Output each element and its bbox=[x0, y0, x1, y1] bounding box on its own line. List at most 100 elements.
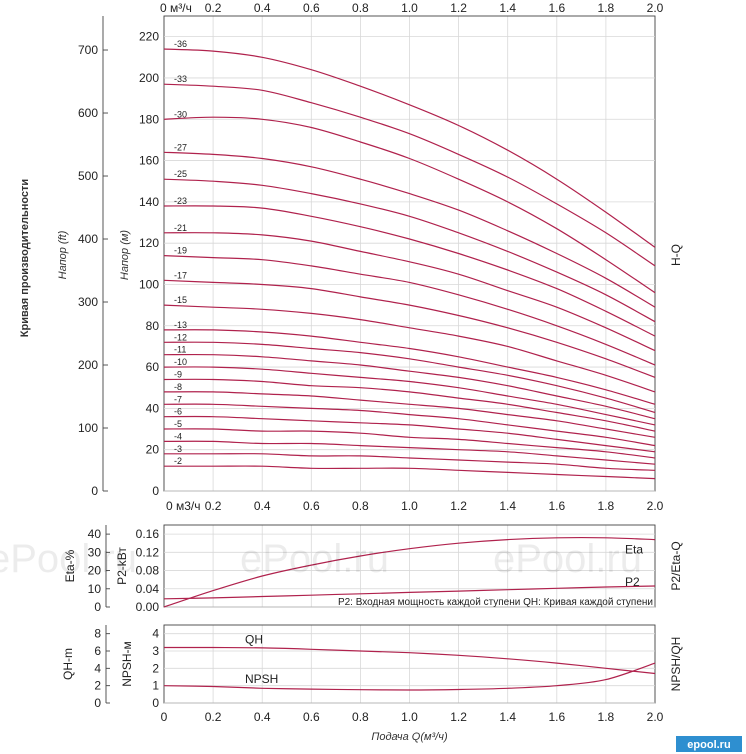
hq-ft-tick-label: 400 bbox=[78, 232, 98, 246]
qh-y-tick-label: 4 bbox=[94, 661, 101, 675]
hq-ft-tick-label: 100 bbox=[78, 421, 98, 435]
hq-ft-tick-label: 600 bbox=[78, 106, 98, 120]
hq-curve bbox=[163, 279, 656, 378]
npsh-series-label: QH bbox=[245, 632, 263, 646]
hq-bottom-x-tick-label: 0.6 bbox=[303, 499, 320, 513]
eta-y-tick-label: 40 bbox=[88, 527, 102, 541]
hq-y-tick-label: 40 bbox=[146, 401, 160, 415]
hq-curve-label: -17 bbox=[174, 270, 187, 280]
performance-curve-title: Кривая производительности bbox=[19, 179, 31, 337]
hq-curve-label: -25 bbox=[174, 169, 187, 179]
qh-axis-title: QH-m bbox=[61, 648, 75, 680]
npsh-curve bbox=[163, 662, 656, 691]
npsh-x-tick-label: 0.4 bbox=[254, 710, 271, 724]
curves-layer bbox=[163, 48, 656, 691]
eta-curve bbox=[163, 536, 656, 608]
eta-axis-title: Eta-% bbox=[63, 549, 77, 582]
hq-top-x-tick-label: 0.6 bbox=[303, 1, 320, 15]
hq-curve bbox=[163, 178, 656, 323]
eta-y-tick-label: 10 bbox=[88, 582, 102, 596]
hq-curve-label: -23 bbox=[174, 196, 187, 206]
npsh-x-tick-label: 0.8 bbox=[352, 710, 369, 724]
p2-y-tick-label: 0.08 bbox=[136, 564, 160, 578]
hq-curve-label: -11 bbox=[174, 345, 186, 355]
eta-series-label: Eta bbox=[625, 543, 643, 557]
npsh-x-tick-label: 1.8 bbox=[598, 710, 615, 724]
npsh-y-tick-label: 4 bbox=[152, 627, 159, 641]
hq-ft-tick-label: 700 bbox=[78, 43, 98, 57]
npsh-y-tick-label: 2 bbox=[152, 661, 159, 675]
npsh-x-tick-label: 0 bbox=[161, 710, 168, 724]
hq-curve-label: -33 bbox=[174, 74, 187, 84]
hq-bottom-zero-label: 0 м3/ч bbox=[166, 499, 201, 513]
watermark-logo-text: epool.ru bbox=[687, 739, 730, 751]
hq-bottom-x-tick-label: 1.2 bbox=[450, 499, 467, 513]
hq-bottom-x-tick-label: 2.0 bbox=[647, 499, 664, 513]
npsh-curve bbox=[163, 646, 656, 675]
hq-y-tick-label: 0 bbox=[152, 484, 159, 498]
hq-top-zero-label: 0 м³/ч bbox=[160, 1, 192, 15]
eta-note: P2: Входная мощность каждой ступени QH: … bbox=[338, 597, 653, 608]
p2-y-tick-label: 0.12 bbox=[136, 545, 160, 559]
hq-curve-label: -19 bbox=[174, 246, 187, 256]
hq-top-x-tick-label: 0.4 bbox=[254, 1, 271, 15]
hq-curve bbox=[163, 378, 656, 432]
hq-curve-label: -15 bbox=[174, 295, 187, 305]
hq-y-tick-label: 80 bbox=[146, 319, 160, 333]
watermark-text: ePool.ru bbox=[240, 537, 389, 581]
hq-curve-label: -6 bbox=[174, 407, 182, 417]
hq-y-tick-label: 220 bbox=[139, 30, 159, 44]
eta-y-tick-label: 0 bbox=[94, 600, 101, 614]
qh-y-tick-label: 8 bbox=[94, 627, 101, 641]
hq-curve-label: -7 bbox=[174, 394, 182, 404]
eta-y-tick-label: 20 bbox=[88, 564, 102, 578]
hq-curve-label: -36 bbox=[174, 39, 187, 49]
eta-series-label: P2 bbox=[625, 575, 640, 589]
hq-ft-tick-label: 0 bbox=[91, 484, 98, 498]
hq-bottom-x-tick-label: 0.2 bbox=[205, 499, 222, 513]
hq-top-x-tick-label: 1.0 bbox=[401, 1, 418, 15]
npsh-x-tick-label: 1.6 bbox=[548, 710, 565, 724]
npsh-series-label: NPSH bbox=[245, 672, 278, 686]
hq-top-x-tick-label: 1.6 bbox=[548, 1, 565, 15]
hq-curve-label: -4 bbox=[174, 431, 182, 441]
hq-y-tick-label: 200 bbox=[139, 71, 159, 85]
hq-curve-label: -30 bbox=[174, 109, 187, 119]
hq-curve-label: -9 bbox=[174, 369, 182, 379]
npsh-x-tick-label: 0.2 bbox=[205, 710, 222, 724]
npsh-y-tick-label: 1 bbox=[152, 679, 159, 693]
hq-curve bbox=[163, 329, 656, 405]
hq-curve bbox=[163, 48, 656, 248]
hq-ft-tick-label: 300 bbox=[78, 295, 98, 309]
hq-ft-tick-label: 500 bbox=[78, 169, 98, 183]
hq-top-x-tick-label: 0.2 bbox=[205, 1, 222, 15]
hq-y-tick-label: 120 bbox=[139, 236, 159, 250]
grid-layer bbox=[102, 15, 656, 704]
hq-bottom-x-tick-label: 1.0 bbox=[401, 499, 418, 513]
hq-curve bbox=[163, 341, 656, 414]
watermark-text: ePool.ru bbox=[0, 537, 137, 581]
hq-curve-label: -10 bbox=[174, 357, 187, 367]
hq-curve bbox=[163, 232, 656, 352]
hq-y-tick-label: 20 bbox=[146, 443, 160, 457]
eta-side-label: P2/Eta-Q bbox=[669, 541, 683, 590]
hq-curve bbox=[163, 428, 656, 459]
npsh-x-tick-label: 1.2 bbox=[450, 710, 467, 724]
hq-bottom-x-tick-label: 0.8 bbox=[352, 499, 369, 513]
hq-y-tick-label: 140 bbox=[139, 195, 159, 209]
hq-top-x-tick-label: 2.0 bbox=[647, 1, 664, 15]
hq-curve bbox=[163, 304, 656, 393]
npsh-x-tick-label: 0.6 bbox=[303, 710, 320, 724]
hq-curve-label: -2 bbox=[174, 456, 182, 466]
npsh-x-tick-label: 1.4 bbox=[499, 710, 516, 724]
hq-curve bbox=[163, 255, 656, 366]
p2-y-tick-label: 0.16 bbox=[136, 527, 160, 541]
hq-y-tick-label: 60 bbox=[146, 360, 160, 374]
hq-curve bbox=[163, 151, 656, 308]
hq-curve bbox=[163, 83, 656, 267]
qh-y-tick-label: 0 bbox=[94, 696, 101, 710]
hq-y-tick-label: 160 bbox=[139, 154, 159, 168]
p2-y-tick-label: 0.04 bbox=[136, 582, 160, 596]
hq-curve bbox=[163, 116, 656, 294]
